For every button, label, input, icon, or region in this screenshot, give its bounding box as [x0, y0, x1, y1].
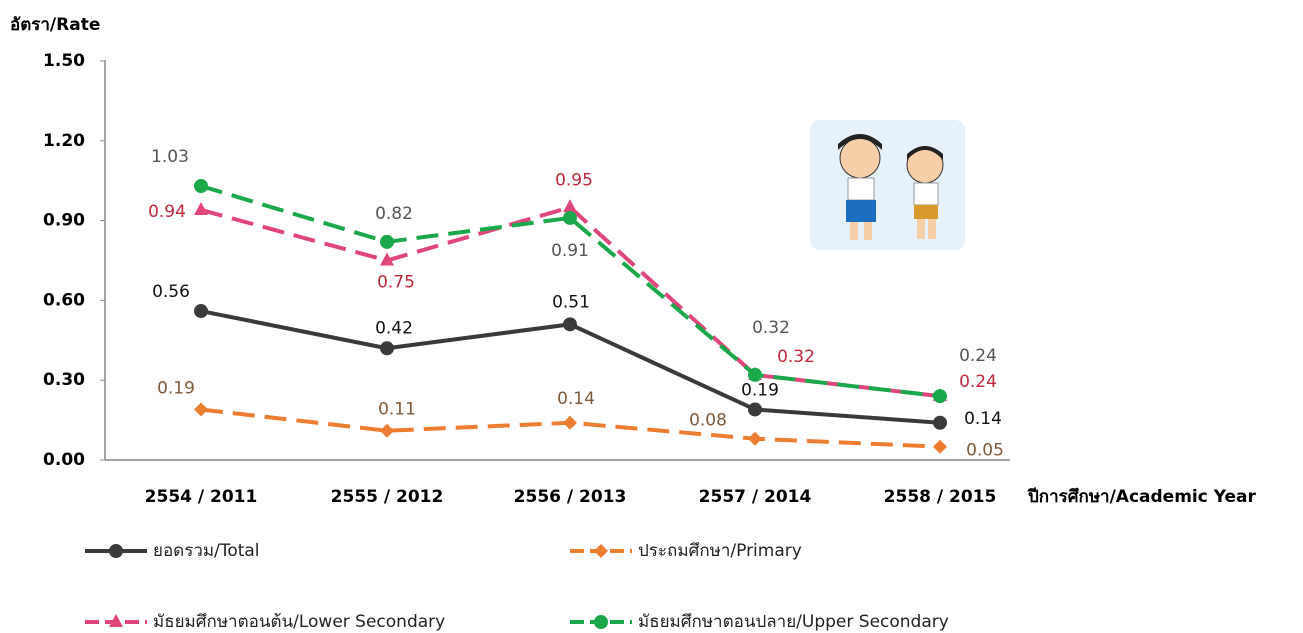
data-point: [381, 342, 394, 355]
data-point: [748, 432, 762, 446]
data-point: [380, 424, 394, 438]
y-axis-title: อัตรา/Rate: [10, 15, 100, 35]
data-label: 0.19: [741, 380, 779, 400]
legend-label: มัธยมศึกษาตอนปลาย/Upper Secondary: [638, 612, 949, 632]
y-tick-label: 0.00: [43, 450, 85, 470]
data-label: 0.14: [557, 389, 595, 409]
data-point: [934, 390, 947, 403]
data-label: 0.82: [375, 204, 413, 224]
data-label: 0.24: [959, 372, 997, 392]
data-point: [563, 416, 577, 430]
data-label: 0.75: [377, 273, 415, 293]
data-label: 0.51: [552, 292, 590, 312]
data-label: 0.94: [148, 202, 186, 222]
data-label: 0.11: [378, 400, 416, 420]
data-point: [564, 318, 577, 331]
x-tick-label: 2557 / 2014: [699, 487, 812, 507]
legend-label: มัธยมศึกษาตอนต้น/Lower Secondary: [153, 612, 445, 632]
data-label: 0.56: [152, 282, 190, 302]
x-tick-label: 2554 / 2011: [145, 487, 258, 507]
data-label: 0.91: [551, 241, 589, 261]
data-label: 1.03: [151, 147, 189, 167]
y-tick-label: 1.50: [43, 51, 85, 71]
data-point: [381, 235, 394, 248]
y-tick-label: 0.90: [43, 211, 85, 231]
x-tick-label: 2558 / 2015: [884, 487, 997, 507]
illustration: [810, 120, 965, 250]
data-label: 0.19: [157, 378, 195, 398]
chart: อัตรา/Rate ปีการศึกษา/Academic Year 0.00…: [0, 0, 1303, 633]
data-label: 0.24: [959, 346, 997, 366]
legend-label: ประถมศึกษา/Primary: [638, 541, 802, 561]
data-point: [195, 180, 208, 193]
x-tick-label: 2555 / 2012: [331, 487, 444, 507]
data-point: [563, 199, 577, 212]
x-tick-label: 2556 / 2013: [514, 487, 627, 507]
y-tick-label: 0.60: [43, 290, 85, 310]
data-point: [564, 211, 577, 224]
data-label: 0.32: [752, 318, 790, 338]
data-point: [749, 368, 762, 381]
data-label: 0.05: [966, 441, 1004, 461]
y-tick-label: 0.30: [43, 370, 85, 390]
data-point: [194, 402, 208, 416]
data-point: [195, 305, 208, 318]
data-label: 0.08: [689, 411, 727, 431]
x-axis-title: ปีการศึกษา/Academic Year: [1027, 486, 1256, 507]
data-label: 0.95: [555, 170, 593, 190]
data-label: 0.14: [964, 409, 1002, 429]
data-point: [934, 416, 947, 429]
y-tick-label: 1.20: [43, 131, 85, 151]
data-point: [933, 440, 947, 454]
legend-marker: [595, 616, 608, 629]
legend-marker: [110, 545, 123, 558]
data-label: 0.32: [777, 347, 815, 367]
data-label: 0.42: [375, 318, 413, 338]
legend-marker: [594, 544, 608, 558]
data-point: [194, 202, 208, 215]
legend-label: ยอดรวม/Total: [153, 541, 260, 561]
data-point: [749, 403, 762, 416]
